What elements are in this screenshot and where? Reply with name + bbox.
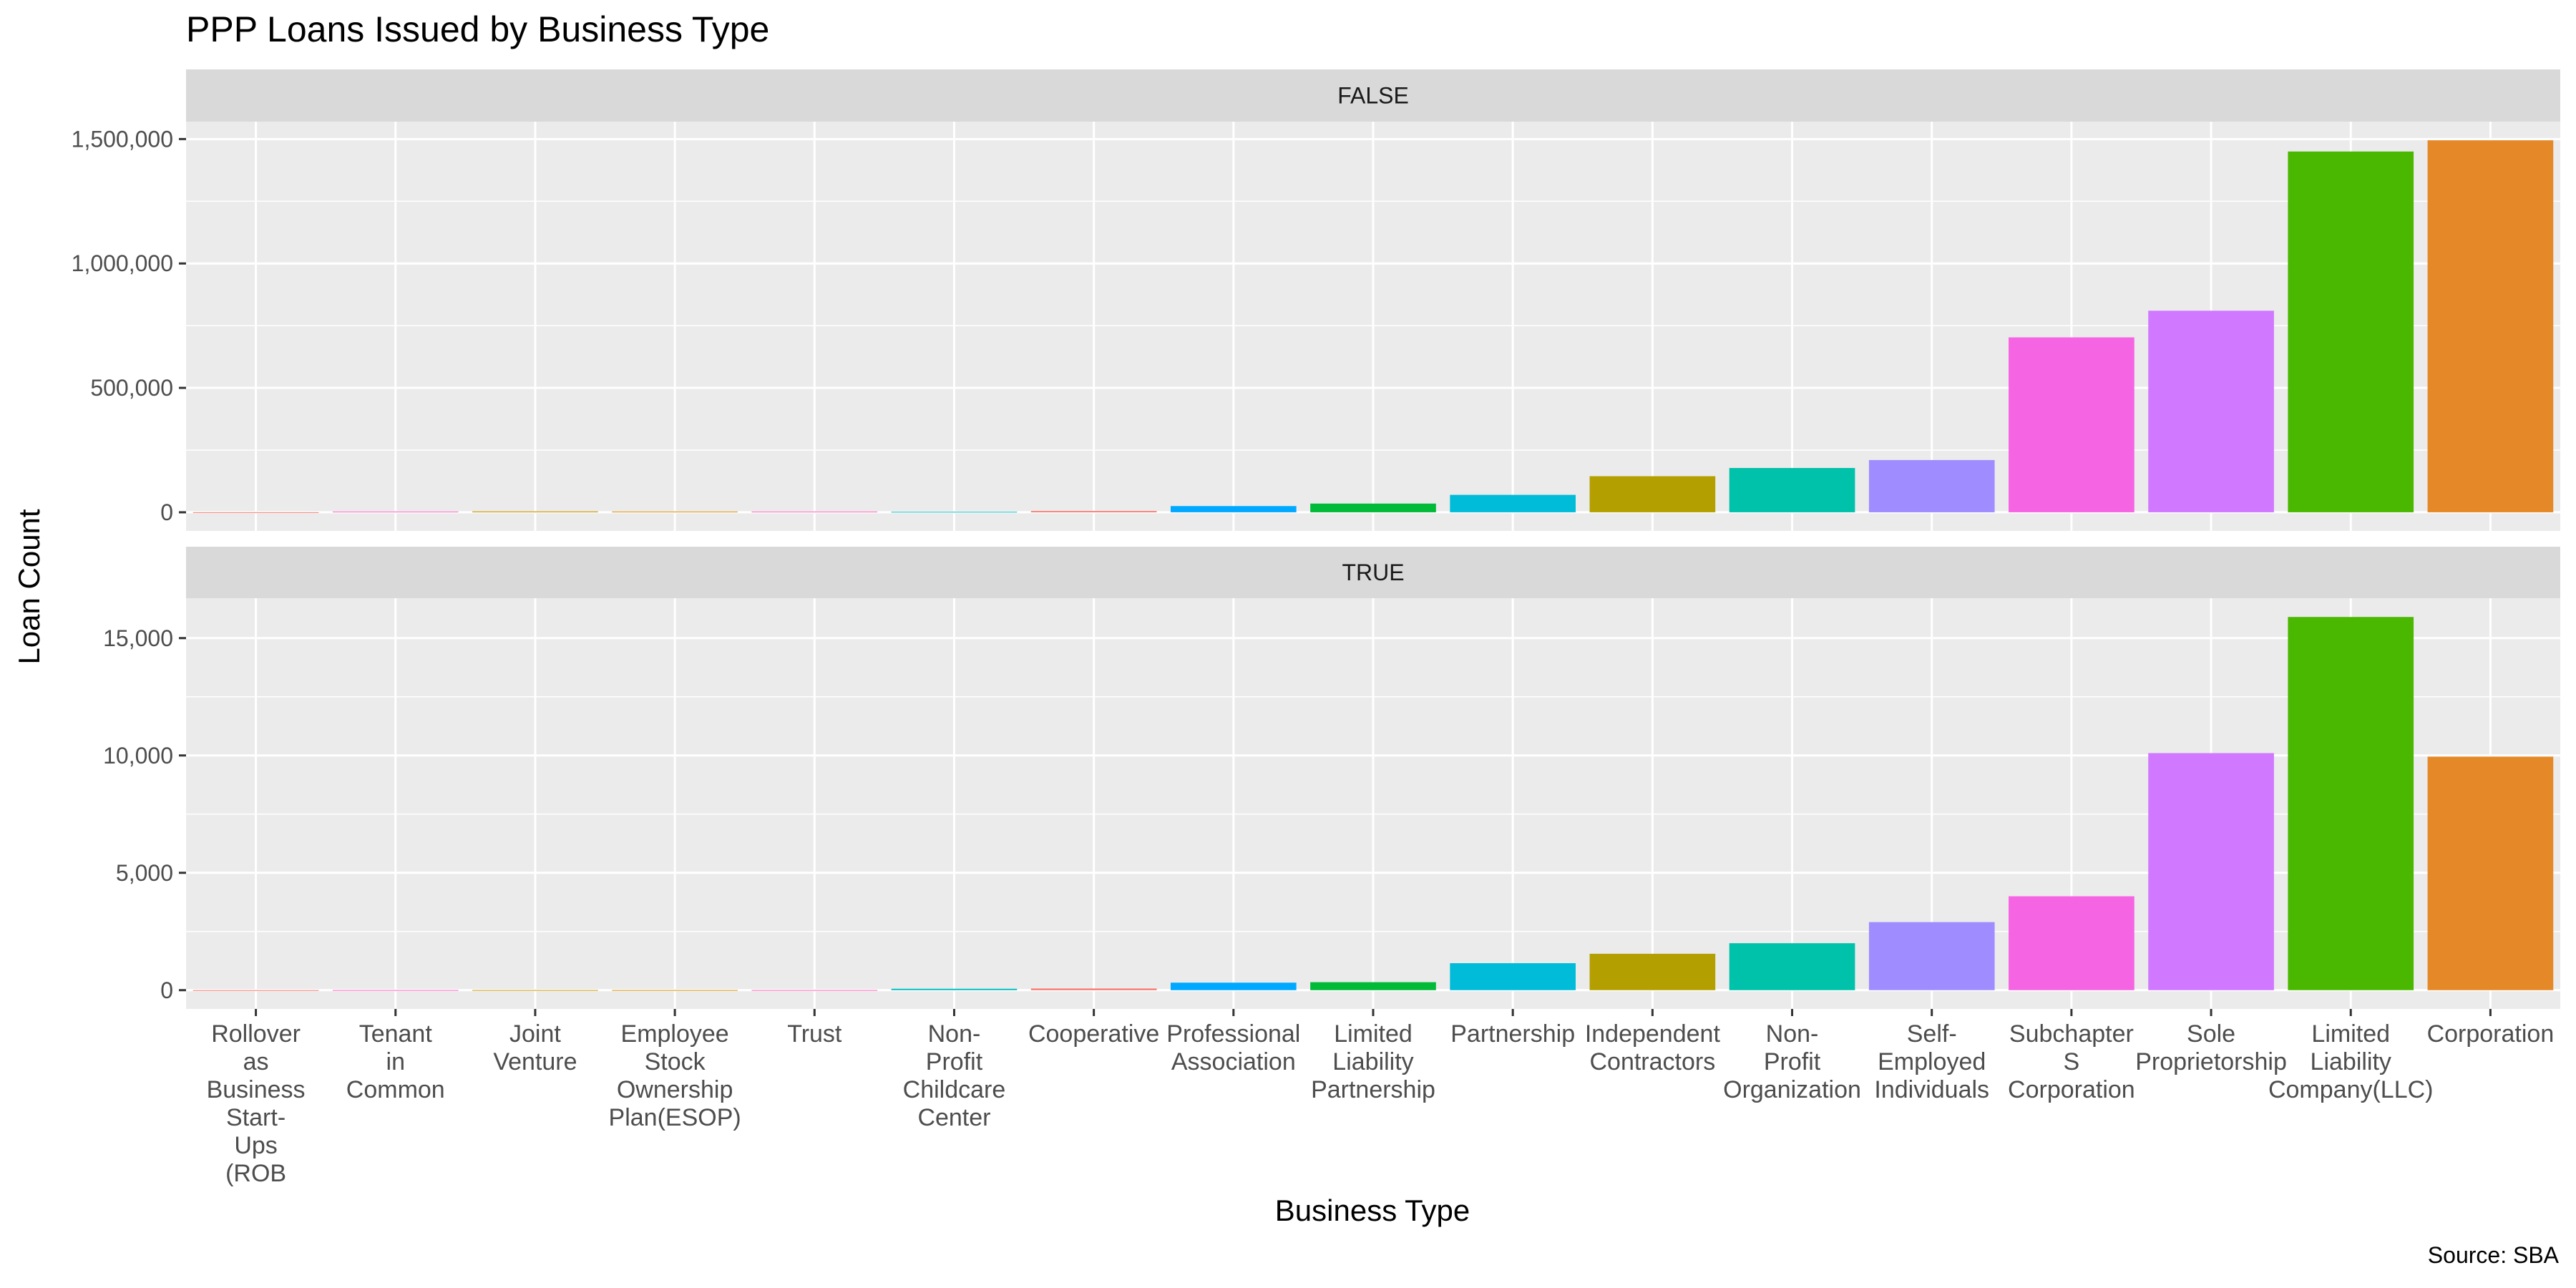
facet-panels: FALSE 0 500,000 1,000,000 1,500,000 TRUE 0 5,00… [72, 69, 2560, 1009]
bar-false-14 [2148, 311, 2274, 512]
y-axis-title: Loan Count [12, 509, 46, 665]
y-tick-label: 0 [160, 977, 173, 1003]
bar-false-7 [1170, 506, 1297, 512]
x-tick-label: Non-Profit Organization [1723, 1020, 1861, 1103]
bar-true-5 [891, 988, 1018, 990]
facet-strip-label: TRUE [1342, 560, 1404, 585]
bar-false-8 [1310, 503, 1436, 512]
bar-true-7 [1170, 982, 1297, 990]
y-tick-label: 10,000 [103, 743, 173, 769]
x-axis-title: Business Type [1275, 1194, 1470, 1227]
x-tick-label: Corporation [2427, 1020, 2555, 1048]
bar-true-2 [472, 990, 598, 991]
y-tick-label: 1,000,000 [72, 250, 173, 276]
facet-strip [186, 547, 2560, 598]
bar-false-9 [1450, 494, 1576, 512]
bar-true-6 [1030, 988, 1157, 990]
x-tick-label: Non-Profit Childcare Center [903, 1020, 1006, 1131]
bar-true-3 [612, 990, 738, 991]
x-tick-label: Limited Liability Partnership [1311, 1020, 1435, 1103]
x-tick-label: Professional Association [1166, 1020, 1300, 1075]
bar-true-10 [1589, 953, 1716, 990]
bar-false-6 [1030, 511, 1157, 512]
facet-strip [186, 69, 2560, 122]
bar-false-0 [192, 512, 319, 513]
y-tick-label: 500,000 [90, 375, 173, 401]
bar-false-16 [2427, 140, 2554, 512]
x-tick-label: Tenant in Common [346, 1020, 445, 1103]
bar-false-12 [1868, 459, 1995, 512]
y-tick-label: 15,000 [103, 625, 173, 651]
bar-false-11 [1729, 468, 1855, 512]
x-tick-label: Employee Stock Ownership Plan(ESOP) [609, 1020, 741, 1131]
y-tick-label: 0 [160, 499, 173, 525]
bar-true-1 [332, 990, 459, 991]
x-tick-label: Partnership [1450, 1020, 1575, 1048]
bar-true-11 [1729, 943, 1855, 990]
x-tick-label: Independent Contractors [1585, 1020, 1721, 1075]
chart-caption: Source: SBA [2428, 1242, 2560, 1268]
x-tick-label: Subchapter S Corporation [2008, 1020, 2135, 1103]
chart-title: PPP Loans Issued by Business Type [186, 9, 769, 49]
y-tick-label: 1,500,000 [72, 126, 173, 152]
x-tick-label: Limited Liability Company(LLC) [2268, 1020, 2434, 1103]
bar-true-9 [1450, 963, 1576, 990]
x-tick-label: Trust [787, 1020, 842, 1048]
bar-true-16 [2427, 756, 2554, 990]
bar-true-15 [2288, 617, 2414, 990]
x-tick-label: Joint Venture [493, 1020, 577, 1075]
x-tick-label: Cooperative [1028, 1020, 1159, 1048]
bar-false-13 [2009, 337, 2135, 512]
x-tick-label: Sole Proprietorship [2135, 1020, 2287, 1075]
bar-false-10 [1589, 476, 1716, 512]
x-tick-label: Rollover as Business Start-Ups (ROB [207, 1020, 306, 1187]
bar-true-8 [1310, 982, 1436, 990]
bar-true-4 [751, 990, 878, 991]
bar-true-0 [192, 990, 319, 991]
bar-false-15 [2288, 151, 2414, 512]
bar-true-14 [2148, 753, 2274, 990]
facet-strip-label: FALSE [1337, 83, 1409, 109]
x-tick-label: Self-Employed Individuals [1874, 1020, 1989, 1103]
y-tick-label: 5,000 [116, 860, 173, 886]
bar-true-13 [2009, 896, 2135, 990]
bar-true-12 [1868, 922, 1995, 990]
x-axis-ticks: Rollover as Business Start-Ups (ROB Tenant in C… [207, 1009, 2555, 1187]
